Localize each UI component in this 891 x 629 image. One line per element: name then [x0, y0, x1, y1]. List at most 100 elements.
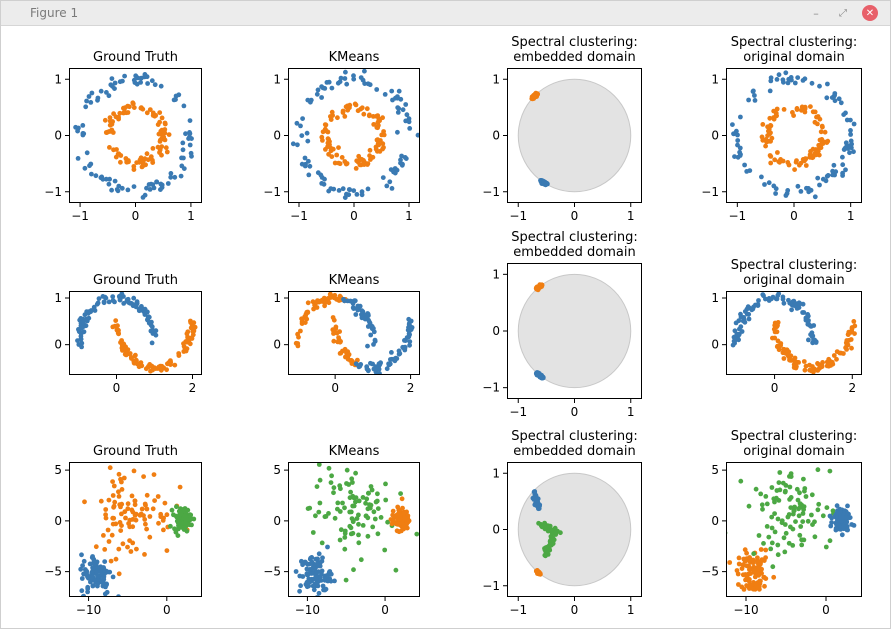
scatter-point: [397, 512, 403, 518]
x-tick-label: 0: [113, 381, 121, 395]
scatter-point: [131, 105, 137, 110]
scatter-point: [116, 489, 121, 495]
scatter-point: [116, 114, 121, 120]
scatter-point: [134, 546, 139, 552]
scatter-point: [805, 321, 811, 327]
scatter-point: [810, 522, 815, 527]
scatter-point: [365, 186, 371, 192]
scatter-point: [326, 296, 331, 302]
scatter-point: [747, 556, 752, 561]
scatter-point: [852, 323, 858, 329]
scatter-point: [776, 480, 782, 485]
scatter-point: [142, 192, 148, 198]
scatter-point: [372, 337, 378, 343]
scatter-point: [328, 291, 333, 297]
scatter-point: [804, 185, 809, 191]
subplot-title: KMeans: [329, 273, 380, 288]
scatter-point: [101, 533, 106, 538]
scatter-point: [125, 544, 130, 550]
scatter-point: [319, 540, 325, 546]
scatter-point: [121, 110, 126, 116]
scatter-point: [834, 522, 839, 527]
scatter-point: [843, 110, 848, 116]
scatter-point: [316, 509, 322, 515]
x-tick-label: 1: [627, 405, 635, 419]
scatter-point: [80, 123, 86, 128]
minimize-icon[interactable]: –: [813, 6, 819, 20]
close-icon[interactable]: ✕: [862, 5, 878, 21]
scatter-point: [189, 522, 194, 528]
scatter-point: [768, 546, 774, 552]
scatter-point: [323, 122, 329, 128]
scatter-point: [764, 524, 770, 529]
x-tick-label: 0: [822, 603, 830, 617]
scatter-point: [118, 159, 123, 165]
scatter-point: [320, 138, 325, 143]
scatter-point: [339, 155, 345, 160]
scatter-point: [793, 364, 799, 370]
scatter-point: [782, 549, 788, 555]
scatter-point: [402, 347, 408, 353]
scatter-point: [325, 144, 330, 150]
scatter-point: [742, 547, 748, 553]
scatter-point: [111, 483, 117, 489]
scatter-point: [791, 303, 797, 308]
scatter-point: [751, 551, 757, 557]
scatter-point: [774, 488, 780, 493]
scatter-point: [375, 491, 380, 497]
subplot-circles-spectral: −1 0 1 −1 0 1 Spectral clustering:original dom…: [701, 35, 862, 223]
scatter-point: [141, 474, 147, 479]
scatter-point: [759, 174, 764, 180]
scatter-point: [797, 490, 802, 496]
title-bar[interactable]: Figure 1 – ⤢ ✕: [1, 1, 890, 26]
scatter-point: [807, 367, 813, 373]
scatter-point: [79, 552, 84, 558]
scatter-point: [307, 505, 313, 511]
scatter-point: [300, 116, 305, 121]
scatter-point: [304, 579, 310, 585]
scatter-point: [384, 183, 390, 189]
scatter-point: [531, 93, 537, 99]
scatter-point: [738, 478, 744, 484]
scatter-point: [148, 181, 154, 187]
scatter-point: [375, 531, 381, 537]
x-tick-label: 1: [627, 209, 635, 223]
scatter-point: [331, 338, 337, 344]
scatter-point: [346, 352, 352, 357]
scatter-point: [79, 344, 84, 350]
scatter-point: [817, 83, 822, 89]
maximize-icon[interactable]: ⤢: [839, 7, 847, 19]
scatter-point: [152, 82, 158, 88]
scatter-point: [395, 504, 401, 510]
scatter-point: [393, 567, 399, 573]
scatter-point: [78, 323, 84, 329]
scatter-point: [121, 301, 127, 306]
scatter-point: [342, 535, 348, 540]
scatter-point: [805, 313, 811, 319]
scatter-point: [775, 516, 781, 522]
subplot-title: Spectral clustering:: [511, 230, 638, 245]
scatter-point: [812, 339, 818, 345]
scatter-point: [788, 495, 794, 500]
scatter-point: [302, 155, 308, 161]
scatter-point: [815, 114, 821, 119]
scatter-point: [290, 141, 296, 147]
scatter-point: [380, 115, 385, 121]
scatter-point: [396, 106, 402, 111]
scatter-point: [362, 68, 367, 74]
scatter-point: [336, 335, 341, 340]
scatter-point: [107, 115, 113, 120]
scatter-point: [400, 107, 406, 113]
scatter-point: [395, 129, 400, 135]
scatter-point: [314, 582, 320, 588]
scatter-point: [769, 135, 775, 141]
scatter-point: [407, 126, 413, 131]
subplot-circles-embedded: −1 0 1 −1 0 1 Spectral clustering:embedded dom…: [482, 35, 642, 223]
scatter-point: [389, 88, 395, 94]
scatter-point: [834, 356, 839, 362]
scatter-point: [772, 157, 778, 163]
scatter-point: [751, 586, 756, 592]
scatter-point: [392, 170, 398, 176]
plot-area: [730, 70, 857, 200]
scatter-point: [135, 361, 141, 367]
